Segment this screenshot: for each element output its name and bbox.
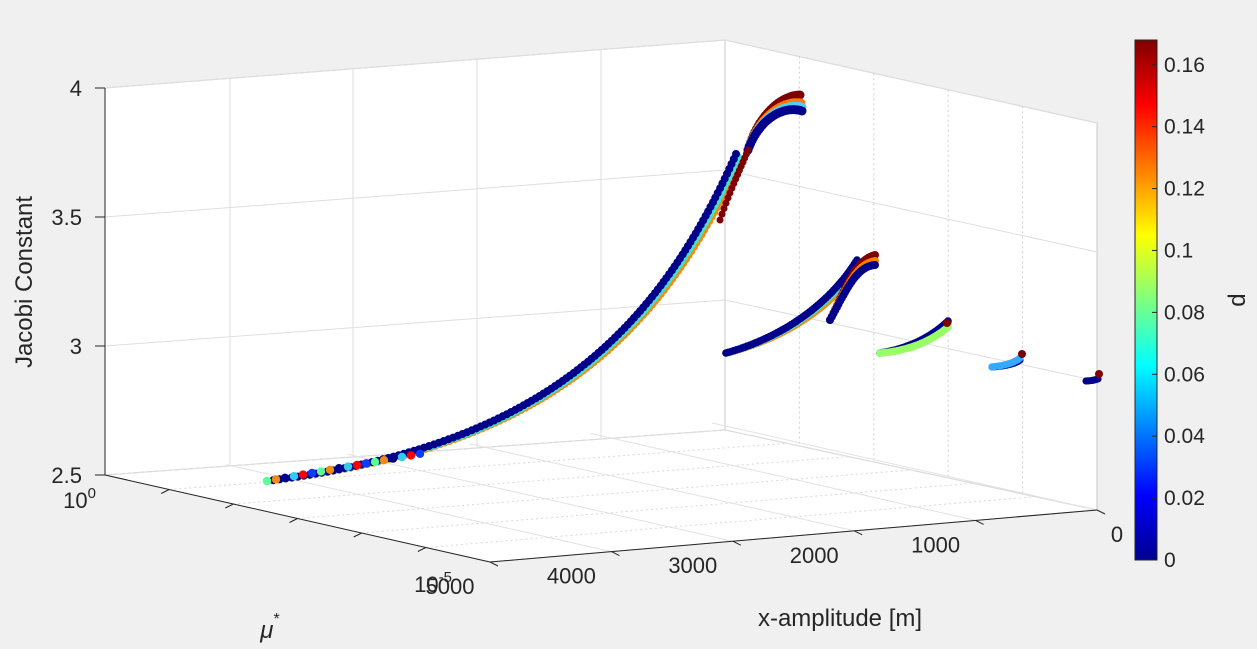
z-tick-label: 4 [70,76,82,101]
data-point [298,470,308,479]
colorbar-tick-label: 0.1 [1164,239,1193,262]
colorbar-tick-label: 0.16 [1164,54,1205,77]
data-point [343,462,353,471]
y-tick-label: 10-5 [414,569,452,597]
data-point [334,464,344,473]
z-tick-label: 2.5 [51,463,82,488]
x-tick-label: 5000 [426,574,475,599]
data-families [262,90,1103,486]
x-tick-mark [611,551,620,557]
colorbar-tick-label: 0.12 [1164,178,1205,201]
family-5 [1082,370,1103,385]
y-tick-mark [417,547,427,552]
z-gridline [104,39,1098,124]
z-tick-label: 3.5 [51,205,82,230]
x-tick-label: 2000 [790,543,839,568]
axes-box [104,39,1098,563]
x-tick-mark [489,561,499,567]
family-3 [876,317,952,357]
floor-gridline [590,432,976,521]
y-axis-label: μ* [259,611,279,644]
x-tick-label: 0 [1111,522,1123,547]
data-point [307,468,317,478]
floor-gridline [425,496,1036,548]
family-1 [262,90,807,486]
x-axis-label: x-amplitude [m] [758,605,922,632]
family-4 [988,350,1026,371]
data-point [1018,350,1026,358]
colorbar-tick-label: 0.14 [1164,116,1205,139]
data-point [325,465,335,474]
floor-gridline [469,443,855,532]
data-point [271,475,281,484]
data-point [379,456,389,465]
x-axis-line [489,509,1098,563]
colorbar-tick-label: 0.08 [1164,301,1205,324]
data-point [871,261,879,269]
axis-ticks: 2.5 3 3.5 4 0 1000 2000 3000 4000 5000 100 10-5 [51,76,1123,599]
floor-gridline [361,482,974,534]
colorbar-tick-label: 0.04 [1164,425,1205,448]
data-point [262,476,272,486]
floor-gridline [711,422,1098,511]
z-gridline [104,299,1098,382]
data-point [388,454,398,463]
colorbar-gradient [1134,39,1158,561]
x-tick-label: 3000 [668,553,717,578]
data-point [795,90,805,100]
floor-gridline [169,442,788,490]
data-point [370,457,380,466]
y-tick-label: 100 [63,485,96,513]
data-point [720,205,728,212]
data-point [943,319,951,327]
y-tick-mark [225,503,234,509]
floor-gridline [347,453,733,542]
colorbar-ticks: 0 0.02 0.04 0.06 0.08 0.1 0.12 0.14 0.16 [1152,54,1205,572]
data-point [744,146,752,154]
y-tick-mark [353,532,362,538]
y-tick-mark [160,489,170,494]
family-2 [722,251,879,357]
y-tick-mark [289,518,298,523]
data-point [716,216,724,224]
data-point [280,473,290,482]
x-tick-label: 1000 [911,532,960,557]
x-tick-mark [1096,509,1106,515]
data-point [1095,370,1103,378]
colorbar-tick-label: 0.06 [1164,363,1205,386]
x-tick-mark [853,530,863,536]
data-point [361,459,371,468]
data-point [352,460,362,470]
z-tick-label: 3 [70,334,82,359]
data-point [732,150,740,158]
data-point [406,451,416,460]
colorbar-tick-label: 0 [1164,549,1176,572]
data-point [871,251,879,259]
x-tick-mark [732,540,742,546]
x-tick-label: 4000 [547,564,596,589]
data-point [397,452,407,462]
colorbar-label: d [1224,293,1251,306]
data-point [797,106,807,116]
data-point [316,467,326,476]
data-point [718,210,726,218]
colorbar: 0 0.02 0.04 0.06 0.08 0.1 0.12 0.14 0.16 d [1134,39,1251,572]
x-tick-mark [975,519,984,525]
data-point [289,472,299,481]
colorbar-tick-label: 0.02 [1164,487,1205,510]
z-axis-label: Jacobi Constant [11,196,38,368]
y-axis-label-sup: * [273,611,279,628]
data-point [415,449,425,458]
z-gridline [104,169,1098,253]
z-gridline [104,429,1098,511]
back-wall-left [104,39,726,476]
y-axis-label-base: μ [259,617,273,644]
